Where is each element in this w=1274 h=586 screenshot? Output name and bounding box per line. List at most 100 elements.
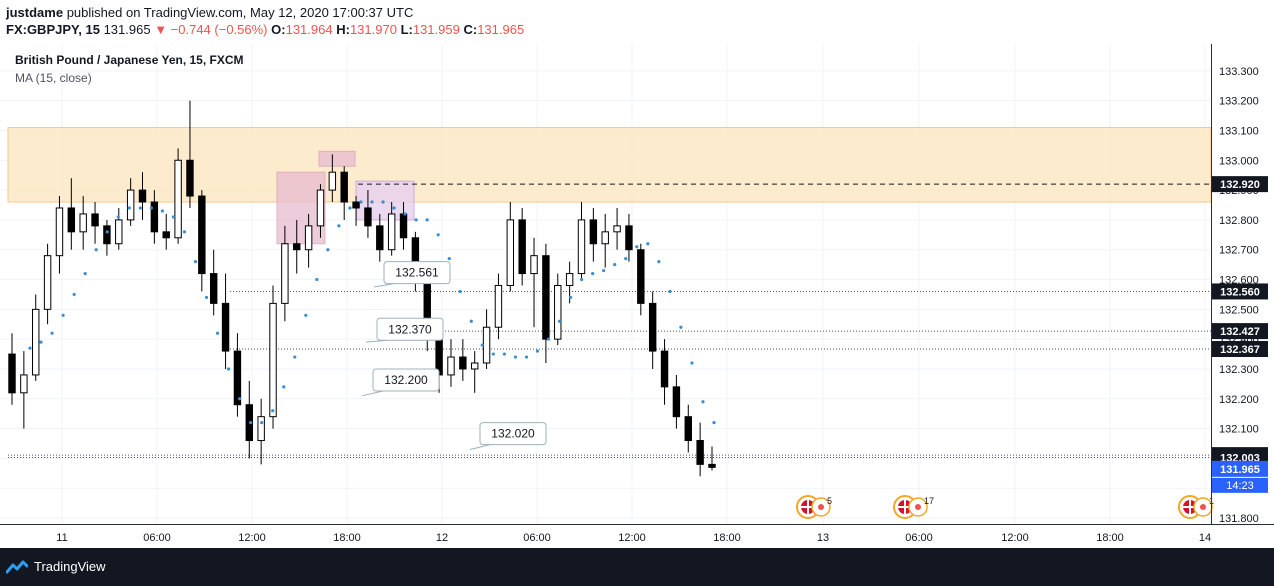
x-tick-label: 13 [817, 532, 829, 544]
ma-point [403, 212, 407, 216]
candle-body [672, 386, 681, 418]
candle-body [126, 189, 135, 221]
ma-point [392, 206, 396, 210]
ma-point [646, 242, 650, 246]
callout-label: 132.561 [395, 266, 439, 280]
high-label: H: [336, 22, 350, 37]
candle-body [8, 353, 16, 394]
candle-body [269, 302, 277, 418]
price-tag [1212, 340, 1268, 357]
candle-body [20, 374, 28, 394]
candle-body [67, 207, 76, 233]
ma-point [204, 295, 209, 300]
callout-box [372, 368, 440, 392]
ohlc-line: FX:GBPJPY, 15 131.965 ▼ −0.744 (−0.56%) … [6, 22, 524, 37]
ma-point [238, 397, 242, 401]
ma-point [271, 409, 275, 413]
chart-title: British Pound / Japanese Yen, 15, FXCM [15, 53, 244, 67]
candle-body [387, 213, 396, 251]
x-tick-label: 18:00 [333, 532, 361, 544]
x-tick-label: 06:00 [905, 532, 933, 544]
ma-point [326, 248, 330, 252]
ma-point [315, 277, 319, 282]
candle-body [648, 302, 657, 352]
ma-point [425, 218, 429, 222]
candle-body [209, 273, 218, 304]
callout-label: 132.020 [491, 427, 535, 441]
candle-body [233, 350, 242, 406]
ma-point [580, 277, 584, 282]
y-tick-label: 132.300 [1219, 364, 1259, 376]
ma-point [491, 352, 495, 356]
candle-body [186, 159, 194, 197]
consolidation-box [318, 150, 356, 167]
ma-point [28, 346, 32, 350]
x-tick-label: 06:00 [143, 532, 171, 544]
ma-point [226, 367, 231, 371]
event-count: 17 [924, 496, 934, 506]
ma-point [50, 331, 54, 335]
candle-body [281, 243, 289, 304]
ma-point [348, 206, 352, 210]
ma-point [249, 421, 253, 425]
ma-point [72, 292, 76, 297]
price-tag-text: 132.427 [1220, 326, 1260, 338]
price-tag-text: 132.367 [1220, 344, 1260, 356]
ma-point [624, 257, 628, 261]
symbol-label: FX:GBPJPY, 15 [6, 22, 100, 37]
ma-point [524, 355, 529, 359]
footer-bar: TradingView [0, 548, 1274, 586]
price-tags: 132.920132.560132.427132.367132.011132.0… [1212, 176, 1268, 493]
ma-point [447, 257, 451, 261]
candle-body [304, 225, 313, 251]
candle-body [518, 219, 526, 275]
horizontal-lines [8, 183, 1211, 459]
close-label: C: [463, 22, 478, 37]
callout-label: 132.370 [388, 322, 432, 336]
callout-box [383, 261, 451, 285]
ma-point [182, 230, 187, 234]
event-count: 5 [827, 496, 832, 506]
candle-body [471, 362, 479, 370]
low-label: L: [400, 22, 413, 37]
candle-body [684, 416, 692, 442]
tradingview-logo[interactable]: TradingView [6, 559, 106, 574]
indicator-label[interactable]: MA (15, close) [15, 71, 92, 85]
publisher-name[interactable]: justdame [6, 5, 64, 20]
ma-point [568, 295, 573, 300]
time-axis[interactable]: 11 06:00 12:00 18:00 12 06:00 12:00 18:00 13 06:0… [56, 532, 1211, 544]
event-marker-dot [818, 504, 824, 510]
candle-body [494, 284, 503, 328]
candle-body [637, 249, 645, 304]
candle-body [506, 219, 515, 286]
y-tick-label: 132.500 [1219, 304, 1259, 316]
price-tag [1212, 323, 1268, 340]
x-tick-label: 18:00 [1096, 532, 1124, 544]
ma-point [635, 245, 639, 249]
countdown-tag [1212, 477, 1268, 493]
candle-body [79, 213, 87, 233]
candle-body [340, 171, 348, 203]
close-value: 131.965 [477, 22, 525, 37]
ma-point [679, 325, 683, 329]
ma-point [359, 200, 363, 204]
callout-label: 132.200 [384, 373, 428, 387]
candle-body [32, 308, 40, 376]
candle-body [43, 255, 52, 310]
candle-body [577, 219, 586, 275]
ma-point [94, 248, 98, 252]
ma-point [701, 400, 705, 404]
x-tick-label: 12 [436, 532, 448, 544]
publish-info: justdame published on TradingView.com, M… [6, 5, 413, 20]
ma-point [458, 289, 462, 294]
callout-box [376, 317, 444, 341]
callout-pointer [469, 444, 491, 450]
current-price-tag [1212, 460, 1268, 477]
moving-average [28, 200, 716, 425]
candle-body [316, 189, 325, 227]
resistance-zone [7, 126, 1212, 245]
ma-point [83, 271, 87, 276]
event-marker-dot [1200, 504, 1206, 510]
